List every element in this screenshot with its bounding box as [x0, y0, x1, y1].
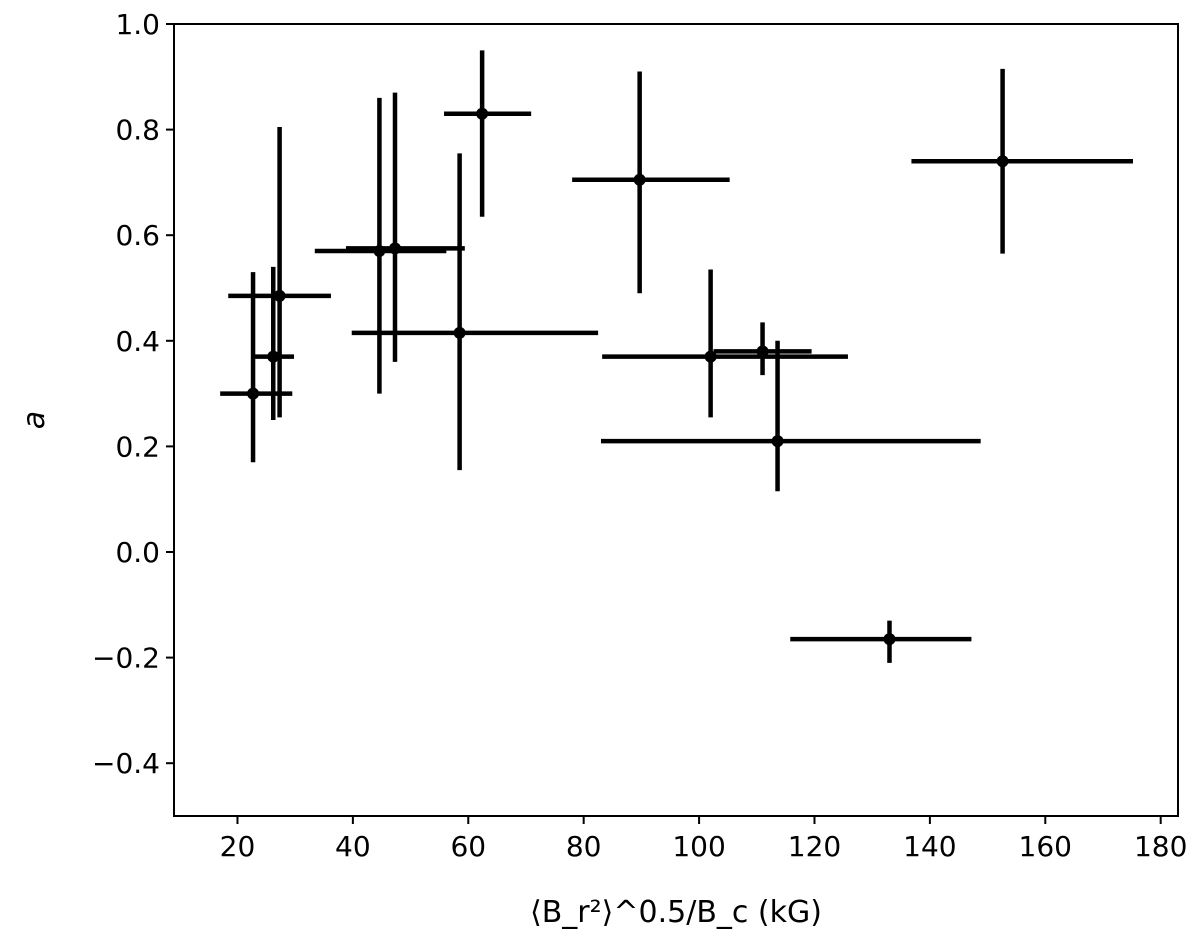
x-axis: 20 40 60 80 100 120 140 160 180: [220, 816, 1187, 863]
y-tick-label: 1.0: [115, 8, 160, 41]
data-marker: [756, 345, 769, 358]
data-point-2: [254, 266, 295, 420]
data-marker: [247, 387, 260, 400]
data-marker: [388, 242, 401, 255]
data-point-12: [790, 620, 972, 663]
data-point-10: [713, 322, 812, 376]
x-tick-label: 120: [788, 830, 841, 863]
y-tick-label: 0.4: [115, 325, 160, 358]
x-tick-label: 180: [1134, 830, 1187, 863]
y-tick-label: 0.6: [115, 219, 160, 252]
data-marker: [883, 633, 896, 646]
x-tick-label: 20: [220, 830, 256, 863]
data-point-3: [228, 126, 331, 418]
y-axis-label: a: [17, 411, 52, 429]
data-point-4: [314, 97, 447, 394]
y-tick-label: −0.2: [92, 642, 160, 675]
data-marks: [220, 50, 1133, 663]
data-point-5: [345, 92, 465, 362]
data-point-11: [600, 340, 981, 492]
x-tick-label: 80: [566, 830, 602, 863]
y-tick-label: 0.0: [115, 536, 160, 569]
data-point-8: [572, 71, 730, 294]
data-point-13: [911, 68, 1133, 254]
data-marker: [476, 107, 489, 120]
y-tick-label: 0.8: [115, 114, 160, 147]
data-marker: [704, 350, 717, 363]
y-axis: −0.4 −0.2 0.0 0.2 0.4 0.6 0.8 1.0: [92, 8, 174, 780]
data-marker: [273, 289, 286, 302]
x-tick-label: 140: [903, 830, 956, 863]
data-point-9: [602, 269, 848, 418]
y-tick-label: 0.2: [115, 430, 160, 463]
x-tick-label: 100: [672, 830, 725, 863]
data-marker: [633, 173, 646, 186]
data-point-6: [351, 153, 599, 471]
data-marker: [996, 155, 1009, 168]
y-tick-label: −0.4: [92, 747, 160, 780]
x-axis-label: ⟨B_r²⟩^0.5/B_c (kG): [530, 895, 822, 930]
x-tick-label: 160: [1019, 830, 1072, 863]
data-point-7: [444, 50, 532, 217]
data-marker: [771, 435, 784, 448]
x-tick-label: 40: [335, 830, 371, 863]
plot-frame: [173, 23, 1179, 817]
data-marker: [267, 350, 280, 363]
data-marker: [453, 326, 466, 339]
x-tick-label: 60: [450, 830, 486, 863]
